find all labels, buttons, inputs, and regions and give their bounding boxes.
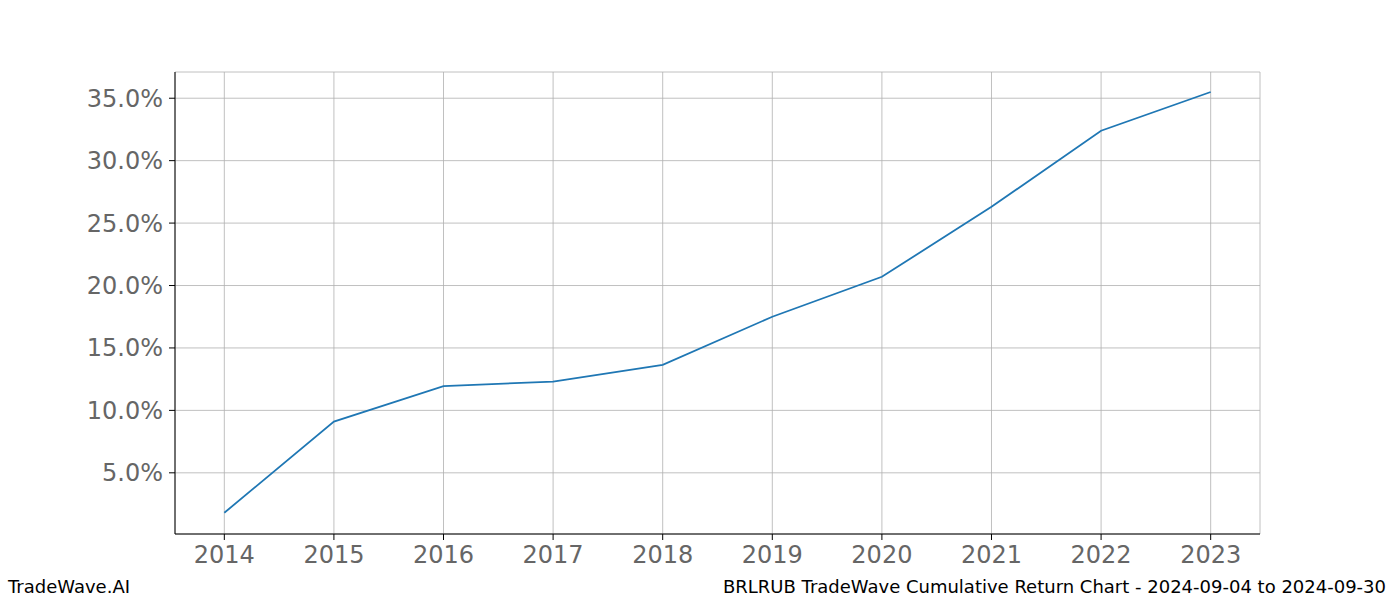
svg-text:10.0%: 10.0% [87, 397, 163, 425]
svg-text:35.0%: 35.0% [87, 85, 163, 113]
svg-text:15.0%: 15.0% [87, 334, 163, 362]
svg-text:2020: 2020 [851, 541, 912, 569]
svg-text:2015: 2015 [303, 541, 364, 569]
svg-text:2014: 2014 [194, 541, 255, 569]
svg-text:2017: 2017 [523, 541, 584, 569]
svg-text:2016: 2016 [413, 541, 474, 569]
svg-text:5.0%: 5.0% [102, 459, 163, 487]
svg-text:30.0%: 30.0% [87, 147, 163, 175]
svg-text:2018: 2018 [632, 541, 693, 569]
svg-text:25.0%: 25.0% [87, 210, 163, 238]
svg-text:2023: 2023 [1180, 541, 1241, 569]
svg-text:2022: 2022 [1071, 541, 1132, 569]
svg-text:2019: 2019 [742, 541, 803, 569]
html-text:BRLRUB TradeWave Cumulative Re: BRLRUB TradeWave Cumulative Return Chart… [722, 576, 1386, 597]
svg-text:20.0%: 20.0% [87, 272, 163, 300]
html-text:TradeWave.AI: TradeWave.AI [8, 576, 130, 597]
svg-text:2021: 2021 [961, 541, 1022, 569]
